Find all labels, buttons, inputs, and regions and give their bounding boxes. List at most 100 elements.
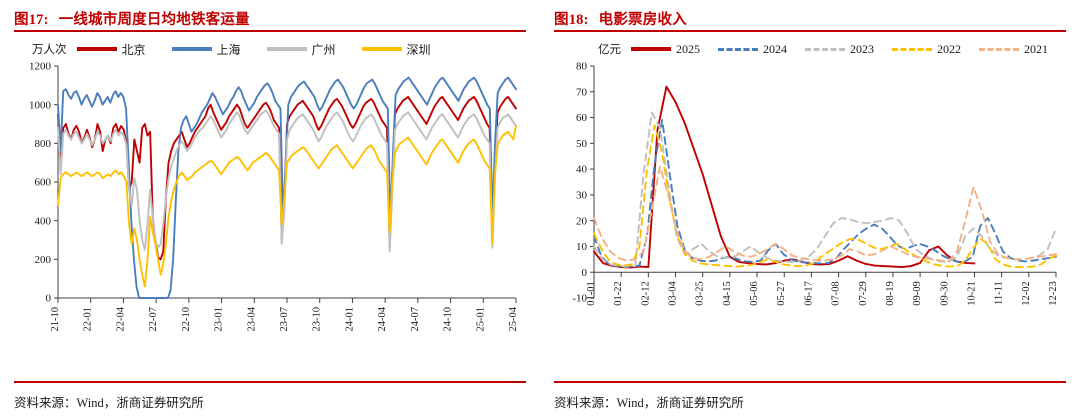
- legend-label-beijing: 北京: [121, 42, 146, 57]
- legend-item-shenzhen[interactable]: 深圳: [361, 41, 431, 58]
- figure-17-number: 图17:: [14, 12, 49, 28]
- x-axis-tick-label: 03-25: [695, 281, 706, 306]
- series-line-深圳: [57, 124, 517, 288]
- figure-17-unit-label: 万人次: [32, 44, 67, 56]
- figure-17-source: 资料来源：Wind，浙商证券研究所: [14, 396, 204, 410]
- legend-swatch-2025: [631, 47, 671, 51]
- legend-label-2025: 2025: [676, 41, 700, 56]
- legend-swatch-2023: [805, 47, 845, 51]
- x-axis-tick-label: 24-04: [377, 306, 388, 331]
- series-line-2024: [593, 119, 1057, 269]
- y-axis-tick-label: 400: [35, 215, 52, 227]
- y-axis-tick-label: 0: [46, 293, 52, 305]
- figure-18-plot: -10 0 10 20 30 40 50 60 70 80 01-01 01-22 02-12 03-04…: [554, 60, 1066, 360]
- x-axis-tick-label: 07-08: [831, 281, 842, 306]
- legend-swatch-2021: [979, 47, 1019, 51]
- y-axis-tick-label: 1000: [29, 99, 52, 111]
- legend-label-2023: 2023: [850, 41, 874, 56]
- x-axis-tick-label: 23-10: [312, 307, 323, 332]
- figure-18-title-bar: 图18: 电影票房收入: [554, 0, 1066, 28]
- x-axis-tick-label: 06-17: [803, 281, 814, 306]
- legend-swatch-beijing: [76, 47, 117, 51]
- y-axis-tick-label: 20: [576, 215, 588, 227]
- x-axis-tick-label: 11-11: [994, 281, 1005, 305]
- figure-panel-18: 图18: 电影票房收入 亿元 2025 2024 2023 2022: [540, 0, 1080, 419]
- y-axis-tick-label: 1200: [29, 61, 52, 73]
- figure-17-svg: 0 200 400 600 800 1000 1200 21-10 22-01 22-04 22-0…: [29, 61, 519, 332]
- x-axis-tick-label: 22-07: [148, 307, 159, 332]
- legend-item-2025[interactable]: 2025: [631, 42, 700, 57]
- x-axis-tick-label: 09-30: [939, 281, 950, 306]
- legend-item-2024[interactable]: 2024: [718, 42, 787, 57]
- series-line-2021: [593, 165, 1057, 263]
- figure-18-number: 图18:: [554, 12, 589, 28]
- x-axis-tick-label: 12-23: [1048, 281, 1059, 306]
- legend-item-2021[interactable]: 2021: [979, 42, 1048, 57]
- legend-item-2023[interactable]: 2023: [805, 42, 874, 57]
- y-axis-tick-label: 60: [576, 112, 588, 124]
- x-axis-tick-label: 12-02: [1021, 281, 1032, 306]
- y-axis-tick-label: 70: [576, 86, 588, 98]
- x-axis-tick-label: 23-04: [246, 306, 257, 331]
- figure-18-title: 电影票房收入: [598, 12, 687, 28]
- series-line-上海: [57, 76, 517, 299]
- x-axis-tick-label: 08-19: [885, 281, 896, 306]
- legend-swatch-2022: [892, 47, 932, 51]
- x-axis-tick-label: 23-01: [214, 307, 225, 332]
- y-axis-tick-label: 80: [576, 61, 588, 73]
- x-axis-tick-label: 25-04: [508, 306, 519, 331]
- legend-swatch-guangzhou: [266, 47, 307, 51]
- legend-label-shanghai: 上海: [216, 42, 241, 57]
- legend-item-2022[interactable]: 2022: [892, 42, 961, 57]
- x-axis-tick-label: 01-22: [613, 281, 624, 306]
- y-axis-tick-label: 200: [35, 254, 52, 266]
- figure-17-plot: 0 200 400 600 800 1000 1200 21-10 22-01 22-04 22-0…: [14, 60, 526, 360]
- x-axis-tick-label: 24-10: [443, 307, 454, 332]
- legend-item-guangzhou[interactable]: 广州: [266, 41, 336, 58]
- y-axis-tick-label: -10: [572, 293, 587, 305]
- legend-item-beijing[interactable]: 北京: [76, 41, 146, 58]
- x-axis-tick-label: 22-04: [115, 306, 126, 331]
- y-axis-tick-label: 600: [35, 177, 52, 189]
- x-axis-tick-label: 21-10: [50, 307, 61, 332]
- x-axis-tick-label: 10-21: [967, 281, 978, 306]
- y-axis-tick-label: 40: [576, 164, 588, 176]
- figure-17-top-rule: [14, 30, 526, 32]
- legend-label-2024: 2024: [763, 41, 787, 56]
- legend-label-guangzhou: 广州: [311, 42, 336, 57]
- x-axis-tick-label: 24-07: [410, 307, 421, 332]
- legend-label-2021: 2021: [1024, 41, 1048, 56]
- x-axis-tick-label: 05-27: [776, 281, 787, 306]
- figure-panel-17: 图17: 一线城市周度日均地铁客运量 万人次 北京 上海 广州 深圳: [14, 0, 526, 410]
- figure-17-title-bar: 图17: 一线城市周度日均地铁客运量: [14, 0, 526, 28]
- legend-swatch-2024: [718, 47, 758, 51]
- legend-item-shanghai[interactable]: 上海: [171, 41, 241, 58]
- x-axis-tick-label: 05-06: [749, 281, 760, 306]
- x-axis-tick-label: 24-01: [344, 307, 355, 332]
- x-axis-tick-label: 01-01: [586, 281, 597, 306]
- figure-17-bottom-rule: [14, 381, 526, 383]
- y-axis-tick-label: 30: [576, 189, 588, 201]
- x-axis-tick-label: 07-29: [858, 281, 869, 306]
- figure-18-unit-label: 亿元: [598, 44, 621, 56]
- x-axis-tick-label: 03-04: [668, 280, 679, 305]
- x-axis-tick-label: 09-09: [912, 281, 923, 306]
- x-axis-tick-label: 04-15: [722, 281, 733, 306]
- figure-18-bottom-rule: [554, 381, 1066, 383]
- y-axis-tick-label: 0: [582, 267, 588, 279]
- y-axis-tick-label: 50: [576, 138, 588, 150]
- series-line-广州: [57, 109, 517, 253]
- x-axis-tick-label: 02-12: [640, 281, 651, 306]
- x-axis-tick-label: 23-07: [279, 307, 290, 332]
- legend-label-shenzhen: 深圳: [406, 42, 431, 57]
- figure-17-legend: 万人次 北京 上海 广州 深圳: [14, 38, 526, 60]
- figure-18-source: 资料来源：Wind，浙商证券研究所: [554, 396, 744, 410]
- x-axis-tick-label: 22-10: [181, 307, 192, 332]
- legend-swatch-shenzhen: [361, 47, 402, 51]
- figure-18-legend: 亿元 2025 2024 2023 2022 2021: [554, 38, 1066, 60]
- series-line-2025: [593, 85, 976, 269]
- figure-18-top-rule: [554, 30, 1066, 32]
- x-axis-tick-label: 22-01: [83, 307, 94, 332]
- y-axis-tick-label: 800: [35, 138, 52, 150]
